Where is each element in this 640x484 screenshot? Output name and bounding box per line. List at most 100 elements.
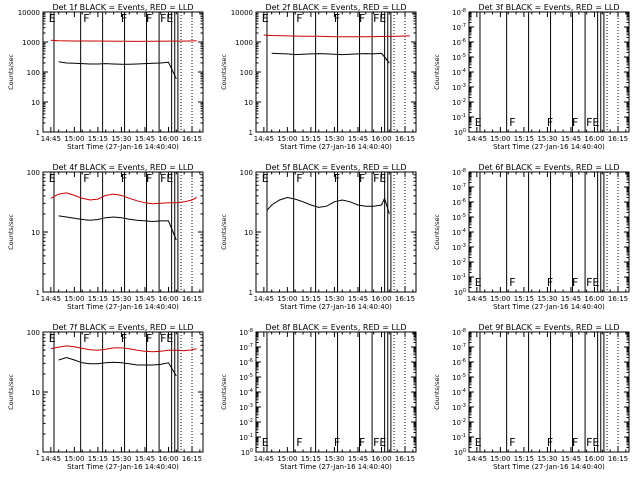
x-tick-label: 15:00 <box>490 135 510 143</box>
x-tick-label: 15:30 <box>111 295 131 303</box>
x-tick-label: 14:45 <box>254 135 274 143</box>
x-tick-label: 15:15 <box>514 295 534 303</box>
flag-marker: F <box>572 116 578 129</box>
y-tick-label: 10-4 <box>452 68 466 77</box>
flag-marker: F <box>373 436 379 449</box>
x-axis-label: Start Time (27-Jan-16 14:40:40) <box>280 463 392 471</box>
x-tick-label: 15:00 <box>490 295 510 303</box>
y-tick-label: 10-7 <box>239 343 253 352</box>
x-tick-label: 15:30 <box>537 295 557 303</box>
detector-panel: Det 5f BLACK = Events, RED = LLD 1 10 100 14… <box>220 163 417 311</box>
y-tick-label: 10-5 <box>452 213 466 222</box>
flag-marker: F <box>146 172 152 185</box>
flag-marker: F <box>586 116 592 129</box>
flag-marker: E <box>379 12 386 25</box>
y-tick-label: 100 <box>240 69 253 77</box>
x-tick-label: 14:45 <box>41 135 61 143</box>
y-axis-label: Counts/sec <box>433 374 441 410</box>
x-tick-label: 15:45 <box>561 295 581 303</box>
x-tick-label: 14:45 <box>467 135 487 143</box>
panel-title: Det 9f BLACK = Events, RED = LLD <box>478 323 619 332</box>
x-tick-label: 16:00 <box>584 135 604 143</box>
flag-marker: F <box>160 332 166 345</box>
flag-marker: F <box>334 12 340 25</box>
y-tick-label: 10-3 <box>239 403 253 412</box>
y-tick-label: 10-8 <box>239 328 253 337</box>
flag-marker: E <box>262 436 269 449</box>
y-tick-label: 1 <box>249 289 253 297</box>
y-tick-label: 1 <box>36 129 40 137</box>
y-tick-label: 10-1 <box>452 273 466 282</box>
flag-marker: F <box>509 116 515 129</box>
x-tick-label: 15:00 <box>64 295 84 303</box>
x-tick-label: 14:45 <box>41 455 61 463</box>
x-axis-label: Start Time (27-Jan-16 14:40:40) <box>493 143 605 151</box>
x-tick-label: 15:00 <box>64 455 84 463</box>
plot-frame <box>42 11 204 133</box>
x-tick-label: 14:45 <box>467 295 487 303</box>
y-tick-label: 10-5 <box>239 373 253 382</box>
y-tick-label: 10-7 <box>452 23 466 32</box>
flag-marker: F <box>83 172 89 185</box>
x-tick-label: 16:15 <box>395 295 415 303</box>
y-tick-label: 10 <box>244 229 253 237</box>
flag-marker: F <box>121 12 127 25</box>
flag-marker: F <box>121 332 127 345</box>
flag-marker: F <box>334 436 340 449</box>
detector-panel: Det 7f BLACK = Events, RED = LLD 1 10 100 14… <box>7 323 204 471</box>
panel-title: Det 7f BLACK = Events, RED = LLD <box>52 323 193 332</box>
flag-marker: F <box>586 436 592 449</box>
y-tick-label: 10-8 <box>452 8 466 17</box>
flag-marker: E <box>49 12 56 25</box>
flag-marker: F <box>509 276 515 289</box>
panel-title: Det 3f BLACK = Events, RED = LLD <box>478 3 619 12</box>
x-tick-label: 15:45 <box>348 455 368 463</box>
x-tick-label: 15:00 <box>277 455 297 463</box>
y-axis-label: Counts/sec <box>220 214 228 250</box>
flag-marker: F <box>146 332 152 345</box>
y-tick-label: 100 <box>454 448 466 457</box>
y-tick-label: 10-2 <box>452 258 466 267</box>
x-tick-label: 15:45 <box>561 135 581 143</box>
flag-marker: F <box>547 276 553 289</box>
x-tick-label: 16:15 <box>608 295 628 303</box>
x-tick-label: 15:00 <box>277 295 297 303</box>
x-tick-label: 16:15 <box>608 455 628 463</box>
flag-marker: E <box>379 436 386 449</box>
y-tick-label: 10-4 <box>452 228 466 237</box>
x-tick-label: 15:15 <box>514 135 534 143</box>
y-tick-label: 100 <box>454 288 466 297</box>
flag-marker: F <box>373 12 379 25</box>
x-tick-label: 15:45 <box>348 295 368 303</box>
x-tick-label: 15:15 <box>88 455 108 463</box>
panel-title: Det 6f BLACK = Events, RED = LLD <box>478 163 619 172</box>
flag-marker: F <box>359 12 365 25</box>
flag-marker: F <box>572 436 578 449</box>
y-axis-label: Counts/sec <box>433 214 441 250</box>
flag-marker: F <box>586 276 592 289</box>
x-tick-label: 16:00 <box>158 295 178 303</box>
x-tick-label: 16:00 <box>584 295 604 303</box>
x-tick-label: 15:45 <box>135 135 155 143</box>
flag-marker: E <box>475 436 482 449</box>
plot-frame <box>255 331 417 453</box>
x-tick-label: 15:30 <box>111 455 131 463</box>
y-tick-label: 100 <box>240 169 253 177</box>
x-tick-label: 16:15 <box>182 135 202 143</box>
y-tick-label: 10-1 <box>239 433 253 442</box>
events-series-line <box>266 196 390 214</box>
flag-marker: F <box>296 172 302 185</box>
plot-frame <box>255 11 417 133</box>
x-tick-label: 15:45 <box>348 135 368 143</box>
plot-frame <box>468 331 630 453</box>
y-tick-label: 10-1 <box>452 113 466 122</box>
y-axis-label: Counts/sec <box>7 54 15 90</box>
x-tick-label: 16:00 <box>371 455 391 463</box>
detector-panel: Det 1f BLACK = Events, RED = LLD 1 10 100 10… <box>7 3 204 151</box>
flag-marker: E <box>592 276 599 289</box>
x-tick-label: 14:45 <box>467 455 487 463</box>
flag-marker: E <box>49 172 56 185</box>
y-tick-label: 1 <box>249 129 253 137</box>
y-tick-label: 10-1 <box>452 433 466 442</box>
y-tick-label: 10-4 <box>239 388 253 397</box>
